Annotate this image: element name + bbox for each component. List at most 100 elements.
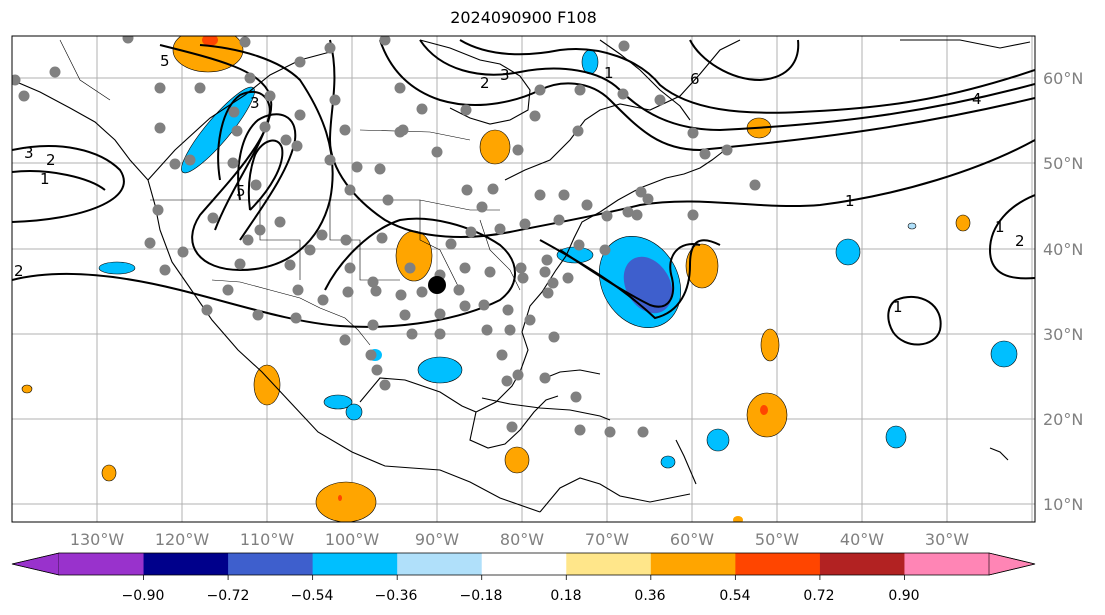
shade-orange-region: [746, 392, 788, 438]
station-dot: [631, 209, 643, 221]
shade-darkblue-region: [623, 256, 673, 314]
lon-tick-label: 70°W: [585, 530, 629, 549]
station-dot: [280, 134, 292, 146]
station-dot: [599, 244, 611, 256]
contour-label: 6: [690, 70, 700, 88]
shade-red-region: [760, 405, 768, 415]
colorbar-tick-label: 0.72: [803, 588, 834, 604]
station-dot: [274, 216, 286, 228]
lat-tick-label: 20°N: [1043, 410, 1083, 429]
colorbar-segment: [650, 553, 736, 575]
station-dot: [572, 125, 584, 137]
station-dot: [484, 266, 496, 278]
station-dot: [494, 223, 506, 235]
colorbar-tick-label: 0.18: [550, 588, 581, 604]
station-dot: [635, 186, 647, 198]
station-dot: [382, 194, 394, 206]
station-dot: [404, 262, 416, 274]
station-dot: [519, 218, 531, 230]
station-dot: [459, 262, 471, 274]
station-dot: [122, 36, 134, 44]
lon-tick-label: 40°W: [840, 530, 884, 549]
station-dot: [342, 286, 354, 298]
station-dot: [242, 234, 254, 246]
station-dot: [316, 229, 328, 241]
station-dot: [416, 103, 428, 115]
station-dot: [642, 193, 654, 205]
target-point-marker: [428, 276, 446, 294]
contour-label: 3: [250, 94, 260, 112]
station-dot: [291, 140, 303, 152]
contour-label: 2: [46, 151, 56, 169]
station-dot: [292, 284, 304, 296]
station-dot: [434, 308, 446, 320]
shade-blue-region: [885, 425, 907, 449]
plot-title: 2024090900 F108: [450, 8, 597, 27]
lat-tick-label: 60°N: [1043, 69, 1083, 88]
station-dot: [539, 266, 551, 278]
shade-blue-region: [98, 261, 136, 275]
shade-orange-region: [253, 364, 281, 406]
shade-orange-region: [504, 446, 530, 474]
lon-tick-label: 120°W: [155, 530, 210, 549]
station-dot: [154, 82, 166, 94]
lat-tick-label: 40°N: [1043, 240, 1083, 259]
station-dot: [604, 426, 616, 438]
lon-tick-label: 110°W: [240, 530, 295, 549]
station-dot: [573, 239, 585, 251]
station-dot: [367, 319, 379, 331]
shading-layer: [21, 36, 1018, 522]
colorbar-segment: [904, 553, 990, 575]
colorbar-tick-label: −0.54: [291, 588, 334, 604]
colorbar-segment: [566, 553, 652, 575]
station-dot: [234, 258, 246, 270]
station-dot: [227, 157, 239, 169]
shade-blue-region: [990, 340, 1018, 368]
station-dot: [517, 272, 529, 284]
station-dot: [395, 289, 407, 301]
station-dot: [379, 36, 391, 46]
latitude-axis-labels: 60°N 50°N 40°N 30°N 20°N 10°N: [1043, 69, 1083, 514]
station-dot: [481, 324, 493, 336]
lat-tick-label: 50°N: [1043, 154, 1083, 173]
station-dot: [367, 276, 379, 288]
station-dot: [294, 56, 306, 68]
shade-red-region: [338, 495, 342, 501]
station-dot: [487, 183, 499, 195]
station-dot: [512, 144, 524, 156]
lon-tick-label: 50°W: [755, 530, 799, 549]
station-dot: [574, 84, 586, 96]
station-dot: [687, 209, 699, 221]
colorbar-tick-label: −0.36: [375, 588, 418, 604]
station-dot: [478, 299, 490, 311]
colorbar-outline: [11, 552, 1036, 576]
shade-blue-region: [417, 356, 463, 384]
station-dot: [460, 104, 472, 116]
shade-blue-region: [835, 238, 861, 266]
lon-tick-label: 90°W: [415, 530, 459, 549]
contour-label: 1: [995, 218, 1005, 236]
station-dot: [340, 234, 352, 246]
station-dot: [394, 82, 406, 94]
station-dot: [339, 334, 351, 346]
station-dot: [445, 238, 457, 250]
station-dot: [512, 369, 524, 381]
colorbar-extend-high: [988, 552, 1036, 576]
colorbar-segment: [143, 553, 229, 575]
station-dot: [152, 204, 164, 216]
station-dot: [541, 254, 553, 266]
station-dot: [222, 284, 234, 296]
shade-blue-region: [323, 394, 353, 410]
station-dot: [254, 224, 266, 236]
colorbar-segment: [481, 553, 567, 575]
station-dot: [570, 391, 582, 403]
station-dot: [344, 184, 356, 196]
station-dot: [394, 126, 406, 138]
station-dot: [290, 312, 302, 324]
colorbar-tick-label: −0.72: [207, 588, 250, 604]
station-dot: [562, 272, 574, 284]
station-dot: [654, 94, 666, 106]
station-dot: [524, 314, 536, 326]
station-dot: [501, 375, 513, 387]
